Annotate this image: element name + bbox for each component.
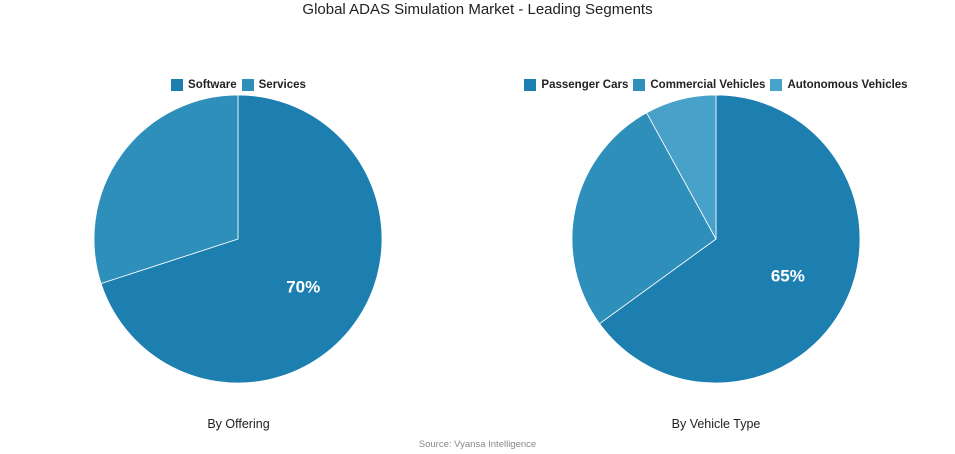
legend-swatch-software — [171, 79, 184, 91]
vehicle-type-caption: By Vehicle Type — [671, 417, 761, 431]
offering-caption: By Offering — [207, 417, 270, 431]
chart-title: Global ADAS Simulation Market - Leading … — [302, 1, 653, 18]
pie-slice-autonomous-vehicles[interactable] — [646, 94, 717, 240]
pie-slice-passenger-cars[interactable] — [598, 94, 861, 384]
legend-swatch-autonomous-vehicles — [770, 79, 783, 91]
legend-label-commercial-vehicles: Commercial Vehicles — [650, 79, 766, 91]
data-label-passenger-cars: 65% — [771, 267, 805, 286]
legend-item-software[interactable]: Software — [171, 79, 237, 91]
legend-swatch-services — [241, 79, 254, 91]
legend-swatch-passenger-cars — [524, 79, 537, 91]
data-label-software: 70% — [286, 277, 320, 296]
legend-item-autonomous-vehicles[interactable]: Autonomous Vehicles — [770, 79, 908, 91]
legend-label-passenger-cars: Passenger Cars — [541, 79, 629, 91]
legend-item-commercial-vehicles[interactable]: Commercial Vehicles — [633, 79, 765, 91]
pie-slice-commercial-vehicles[interactable] — [571, 112, 717, 325]
legend-label-software: Software — [188, 79, 237, 91]
legend-item-passenger-cars[interactable]: Passenger Cars — [524, 79, 628, 91]
offering-panel: Software Services 70% By Offering — [0, 0, 477, 454]
offering-pie-chart: 70% — [93, 94, 383, 384]
vehicle-type-pie-chart: 65% — [571, 94, 861, 384]
vehicle-type-legend: Passenger Cars Commercial Vehicles Auton… — [477, 79, 955, 91]
legend-label-autonomous-vehicles: Autonomous Vehicles — [787, 79, 908, 91]
legend-swatch-commercial-vehicles — [633, 79, 646, 91]
legend-item-services[interactable]: Services — [241, 79, 306, 91]
legend-label-services: Services — [258, 79, 306, 91]
pie-slice-services[interactable] — [93, 94, 239, 285]
source-note: Source: Vyansa Intelligence — [418, 439, 537, 450]
offering-legend: Software Services — [0, 79, 477, 91]
vehicle-type-panel: Passenger Cars Commercial Vehicles Auton… — [477, 0, 955, 454]
pie-slice-software[interactable] — [100, 94, 383, 384]
